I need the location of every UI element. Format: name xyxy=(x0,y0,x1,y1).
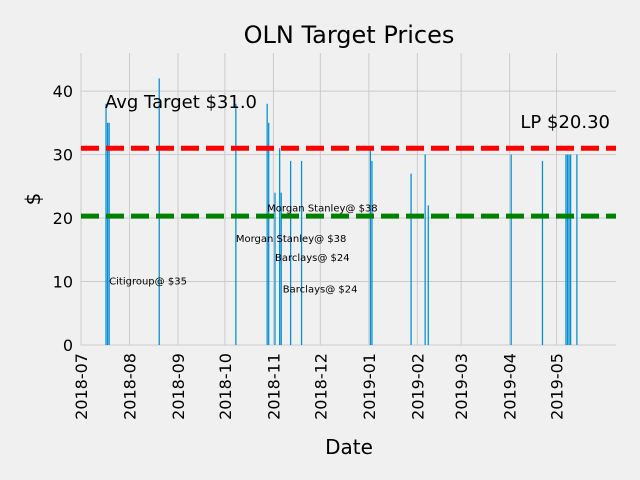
bar xyxy=(235,103,237,345)
bar xyxy=(427,205,429,345)
bar xyxy=(266,103,268,345)
y-tick-label: 30 xyxy=(53,146,73,165)
y-tick-label: 10 xyxy=(53,273,73,292)
plot-background xyxy=(81,53,616,345)
bar xyxy=(369,148,372,345)
bar xyxy=(268,122,270,346)
annotation-label: Barclays@ $24 xyxy=(283,284,358,295)
y-tick-label: 40 xyxy=(53,82,73,101)
bar xyxy=(570,154,572,345)
bar xyxy=(105,103,107,345)
x-tick-label: 2018-07 xyxy=(72,353,91,420)
y-tick-label: 20 xyxy=(53,209,73,228)
x-axis-ticks: 2018-07 2018-08 2018-09 2018-10 2018-11 2018-… xyxy=(72,353,567,420)
average-target-label: Avg Target $31.0 xyxy=(105,92,257,113)
bar xyxy=(565,154,567,345)
y-axis-label: $ xyxy=(21,193,45,206)
bar xyxy=(108,122,110,346)
last-price-label: LP $20.30 xyxy=(520,112,610,133)
bar xyxy=(576,154,578,345)
bar xyxy=(106,122,109,346)
bar xyxy=(424,154,426,345)
bar xyxy=(510,154,512,345)
bar xyxy=(300,160,303,345)
y-tick-label: 0 xyxy=(63,336,73,355)
x-tick-label: 2018-08 xyxy=(120,353,139,420)
annotations: Citigroup@ $35 Morgan Stanley@ $38 Morgan … xyxy=(109,204,378,296)
annotation-label: Morgan Stanley@ $38 xyxy=(267,204,378,215)
x-tick-label: 2019-05 xyxy=(548,353,567,420)
annotation-label: Citigroup@ $35 xyxy=(109,277,187,288)
bar xyxy=(541,160,544,345)
bar xyxy=(279,148,281,345)
annotation-label: Morgan Stanley@ $38 xyxy=(236,234,347,245)
bars xyxy=(105,78,578,346)
bar xyxy=(280,192,282,345)
x-tick-label: 2018-12 xyxy=(311,353,330,420)
bar xyxy=(158,78,160,346)
x-tick-label: 2018-10 xyxy=(216,353,235,420)
reference-labels: Avg Target $31.0 LP $20.30 xyxy=(105,92,610,133)
annotation-label: Barclays@ $24 xyxy=(275,253,350,264)
reference-lines xyxy=(81,145,616,219)
bar xyxy=(289,160,292,345)
x-tick-label: 2018-09 xyxy=(169,353,188,420)
x-tick-label: 2019-04 xyxy=(501,353,520,420)
bar xyxy=(274,192,276,345)
y-axis-ticks: 0 10 20 30 40 xyxy=(53,82,73,355)
bar xyxy=(566,154,569,345)
x-tick-label: 2019-03 xyxy=(452,353,471,420)
bar xyxy=(568,154,570,345)
x-tick-label: 2019-02 xyxy=(408,353,427,420)
chart-title: OLN Target Prices xyxy=(244,21,455,49)
x-axis-label: Date xyxy=(325,435,373,459)
bar xyxy=(410,173,412,345)
bar xyxy=(371,160,373,345)
x-tick-label: 2019-01 xyxy=(360,353,379,420)
x-tick-label: 2018-11 xyxy=(264,353,283,420)
